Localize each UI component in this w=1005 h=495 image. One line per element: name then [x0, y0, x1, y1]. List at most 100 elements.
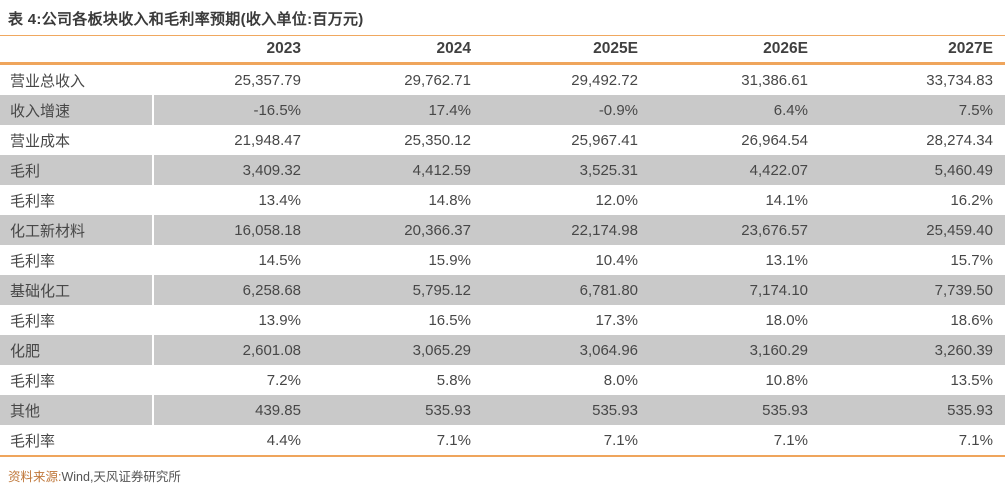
row-value: 28,274.34 [926, 131, 993, 149]
row-value: 4,412.59 [412, 161, 471, 179]
row-value: 18.6% [950, 311, 993, 329]
column-header-empty [0, 36, 153, 65]
row-value: 26,964.54 [741, 131, 808, 149]
row-value: 5,460.49 [934, 161, 993, 179]
table-row: 毛利率 13.4% 14.8% 12.0% 14.1% 16.2% [0, 185, 1005, 215]
row-value: 439.85 [255, 401, 301, 419]
row-value: 16.5% [428, 311, 471, 329]
row-label: 其他 [0, 395, 154, 425]
row-label: 毛利率 [0, 245, 154, 275]
row-value: 6,781.80 [579, 281, 638, 299]
row-value: 4,422.07 [749, 161, 808, 179]
row-value: 3,065.29 [412, 341, 471, 359]
table-row: 收入增速 -16.5% 17.4% -0.9% 6.4% 7.5% [0, 95, 1005, 125]
table-row: 其他 439.85 535.93 535.93 535.93 535.93 [0, 395, 1005, 425]
row-value: 2,601.08 [242, 341, 301, 359]
table-bottom-divider [0, 455, 1005, 457]
row-value: 5,795.12 [412, 281, 471, 299]
row-label: 基础化工 [0, 275, 154, 305]
row-value: 17.4% [428, 101, 471, 119]
column-header-2024: 2024 [313, 36, 483, 65]
table-row: 化工新材料 16,058.18 20,366.37 22,174.98 23,676.5… [0, 215, 1005, 245]
title-divider [0, 35, 1005, 36]
row-value: 7.1% [603, 431, 638, 449]
row-label: 收入增速 [0, 95, 154, 125]
row-value: 3,525.31 [579, 161, 638, 179]
row-value: 17.3% [595, 311, 638, 329]
table-body: 营业总收入 25,357.79 29,762.71 29,492.72 31,386.6… [0, 63, 1005, 455]
row-value: 7.1% [773, 431, 808, 449]
row-label: 营业成本 [0, 125, 154, 155]
row-value: 29,762.71 [404, 71, 471, 89]
source-text: Wind,天风证券研究所 [61, 470, 181, 484]
table-row: 营业总收入 25,357.79 29,762.71 29,492.72 31,386.6… [0, 63, 1005, 95]
table-row: 营业成本 21,948.47 25,350.12 25,967.41 26,964.54… [0, 125, 1005, 155]
row-value: 7.1% [958, 431, 993, 449]
row-value: 14.5% [258, 251, 301, 269]
table-row: 毛利 3,409.32 4,412.59 3,525.31 4,422.07 5,460.… [0, 155, 1005, 185]
table-header: 2023 2024 2025E 2026E 2027E [0, 36, 1005, 65]
row-value: 13.9% [258, 311, 301, 329]
row-value: 12.0% [595, 191, 638, 209]
row-label: 毛利率 [0, 305, 154, 335]
column-header-2023: 2023 [153, 36, 313, 65]
column-header-2027e: 2027E [820, 36, 1005, 65]
table-header-row: 2023 2024 2025E 2026E 2027E [0, 36, 1005, 65]
row-label: 化肥 [0, 335, 154, 365]
row-value: 13.4% [258, 191, 301, 209]
row-value: 13.5% [950, 371, 993, 389]
row-value: 7.1% [436, 431, 471, 449]
row-value: 25,967.41 [571, 131, 638, 149]
row-value: 10.8% [765, 371, 808, 389]
table-row: 毛利率 13.9% 16.5% 17.3% 18.0% 18.6% [0, 305, 1005, 335]
row-value: 5.8% [436, 371, 471, 389]
revenue-forecast-table: 2023 2024 2025E 2026E 2027E 营业总收入 25,357.… [0, 36, 1005, 455]
row-value: 8.0% [603, 371, 638, 389]
row-value: 29,492.72 [571, 71, 638, 89]
row-value: 6.4% [773, 101, 808, 119]
row-value: -0.9% [598, 101, 638, 119]
row-value: 25,357.79 [234, 71, 301, 89]
row-label: 营业总收入 [0, 63, 154, 95]
row-label: 毛利率 [0, 425, 154, 455]
row-value: 16,058.18 [234, 221, 301, 239]
row-value: 14.1% [765, 191, 808, 209]
row-value: 535.93 [425, 401, 471, 419]
row-value: 535.93 [762, 401, 808, 419]
row-value: 25,350.12 [404, 131, 471, 149]
row-value: 7.2% [266, 371, 301, 389]
row-value: 22,174.98 [571, 221, 638, 239]
column-header-2026e: 2026E [650, 36, 820, 65]
row-value: 7,739.50 [934, 281, 993, 299]
table-row: 毛利率 7.2% 5.8% 8.0% 10.8% 13.5% [0, 365, 1005, 395]
table-row: 基础化工 6,258.68 5,795.12 6,781.80 7,174.10 7,73… [0, 275, 1005, 305]
row-value: 33,734.83 [926, 71, 993, 89]
row-value: 7.5% [958, 101, 993, 119]
row-value: 23,676.57 [741, 221, 808, 239]
row-value: 10.4% [595, 251, 638, 269]
row-value: 6,258.68 [242, 281, 301, 299]
row-value: 15.9% [428, 251, 471, 269]
row-value: 25,459.40 [926, 221, 993, 239]
row-value: 31,386.61 [741, 71, 808, 89]
row-value: 3,160.29 [749, 341, 808, 359]
row-value: -16.5% [253, 101, 301, 119]
table-row: 毛利率 4.4% 7.1% 7.1% 7.1% 7.1% [0, 425, 1005, 455]
row-value: 3,064.96 [579, 341, 638, 359]
table-row: 毛利率 14.5% 15.9% 10.4% 13.1% 15.7% [0, 245, 1005, 275]
table-row: 化肥 2,601.08 3,065.29 3,064.96 3,160.29 3,260.… [0, 335, 1005, 365]
row-label: 毛利 [0, 155, 154, 185]
row-value: 16.2% [950, 191, 993, 209]
row-label: 毛利率 [0, 365, 154, 395]
row-value: 7,174.10 [749, 281, 808, 299]
row-value: 20,366.37 [404, 221, 471, 239]
row-value: 4.4% [266, 431, 301, 449]
table-title: 表 4:公司各板块收入和毛利率预期(收入单位:百万元) [8, 11, 364, 28]
row-value: 3,409.32 [242, 161, 301, 179]
row-value: 15.7% [950, 251, 993, 269]
row-label: 毛利率 [0, 185, 154, 215]
row-value: 535.93 [947, 401, 993, 419]
row-label: 化工新材料 [0, 215, 154, 245]
source-note: 资料来源:Wind,天风证券研究所 [0, 457, 1005, 485]
